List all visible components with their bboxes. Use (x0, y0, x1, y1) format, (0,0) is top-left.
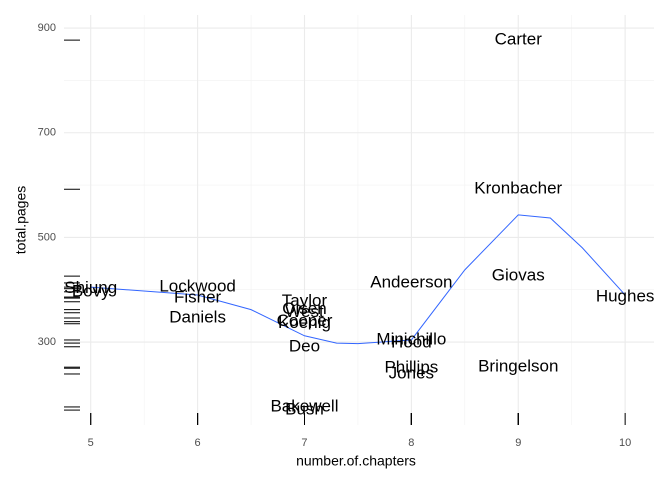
point-label: Kronbacher (474, 179, 562, 198)
x-tick-label: 7 (301, 437, 307, 449)
point-label: Carter (495, 30, 543, 49)
point-label: Bringelson (478, 357, 558, 376)
y-tick-label: 900 (38, 22, 56, 34)
point-label: Koenig (278, 313, 331, 332)
point-label: West (285, 302, 324, 321)
point-label: Daniels (169, 307, 226, 326)
point-label: Hood (391, 333, 432, 352)
point-label: Hughes (596, 287, 655, 306)
y-axis-title: total.pages (13, 186, 29, 255)
point-label: Fisher (174, 288, 222, 307)
x-tick-label: 10 (619, 437, 631, 449)
x-tick-label: 5 (88, 437, 94, 449)
point-label: Andeerson (370, 272, 452, 291)
point-label: Phillips (384, 358, 438, 377)
y-tick-label: 300 (38, 336, 56, 348)
point-label: Bovy (72, 281, 110, 300)
point-label: Taylor (282, 291, 328, 310)
point-label: Jones (389, 363, 434, 382)
point-label: Lockwood (159, 277, 236, 296)
x-axis-title: number.of.chapters (296, 453, 416, 469)
x-tick-label: 9 (515, 437, 521, 449)
point-label: Deo (289, 336, 320, 355)
smooth-line (90, 214, 626, 345)
x-tick-label: 6 (195, 437, 201, 449)
point-label: Minichillo (376, 329, 446, 348)
point-label: Shiung (64, 278, 117, 297)
x-tick-label: 8 (408, 437, 414, 449)
y-tick-label: 700 (38, 127, 56, 139)
y-tick-label: 500 (38, 231, 56, 243)
point-label: Cooper (277, 311, 333, 330)
point-label: Bush (285, 400, 324, 419)
point-label: Bakewell (270, 396, 338, 415)
point-label: Olsen (282, 299, 326, 318)
point-label: Giovas (492, 266, 545, 285)
